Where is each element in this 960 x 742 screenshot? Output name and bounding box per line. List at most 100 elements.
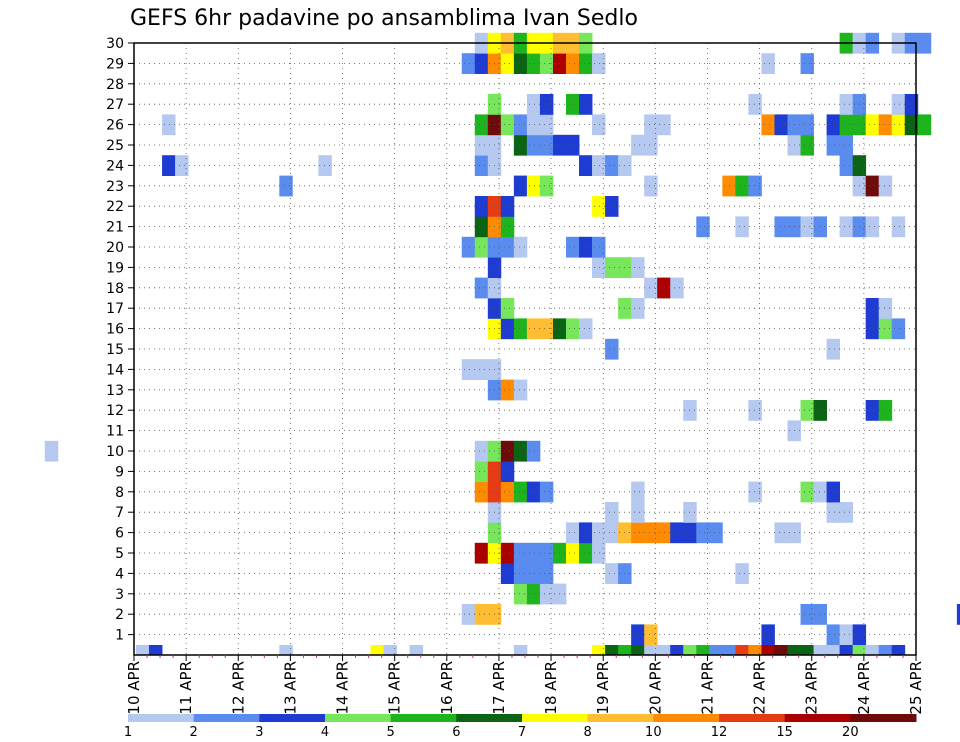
heatmap-cell	[513, 236, 528, 258]
heatmap-cell	[513, 53, 528, 74]
heatmap-cell-bottom	[279, 645, 293, 655]
y-tick-label: 5	[115, 546, 124, 562]
y-tick-label: 4	[115, 566, 124, 582]
colorbar-swatch	[456, 714, 523, 722]
heatmap-cell	[526, 53, 541, 74]
heatmap-cell	[865, 114, 880, 136]
heatmap-cell-bottom	[852, 645, 867, 655]
heatmap-cell	[800, 134, 814, 156]
heatmap-cell	[539, 114, 554, 136]
heatmap-cell	[605, 563, 619, 584]
heatmap-cell	[813, 604, 827, 625]
heatmap-cell	[878, 400, 893, 421]
heatmap-cell	[513, 175, 528, 197]
heatmap-cell-bottom	[748, 645, 762, 655]
heatmap-cell	[631, 502, 645, 523]
colorbar-swatch	[784, 714, 851, 722]
heatmap-cell-bottom	[370, 645, 384, 655]
heatmap-cell	[461, 359, 476, 380]
heatmap-cell-bottom	[631, 645, 645, 655]
heatmap-cell	[631, 624, 645, 646]
colorbar-swatch	[587, 714, 654, 722]
heatmap-cell-bottom	[383, 645, 397, 655]
heatmap-cell	[513, 114, 528, 136]
heatmap-cell	[279, 175, 293, 197]
colorbar: 1 2 3 4 5 6 7 8 10 12 15 20	[124, 714, 917, 740]
y-tick-label: 9	[115, 464, 124, 480]
colorbar-label: 12	[711, 725, 728, 740]
heatmap-cell	[500, 318, 515, 340]
heatmap-cell	[839, 114, 854, 136]
colorbar-label: 6	[452, 725, 460, 740]
x-tick-label: 13 APR	[281, 661, 299, 715]
y-tick-label: 16	[106, 322, 124, 338]
y-tick-label: 1	[115, 628, 124, 644]
heatmap-cell	[631, 298, 645, 319]
y-tick-label: 28	[106, 77, 124, 93]
heatmap-cell	[539, 583, 554, 605]
heatmap-cell	[631, 522, 645, 544]
heatmap-cell	[162, 155, 176, 176]
heatmap-cell	[865, 318, 880, 340]
heatmap-cell	[500, 298, 515, 319]
heatmap-cell	[774, 114, 788, 136]
heatmap-cell	[826, 134, 841, 156]
heatmap-cell	[474, 359, 489, 380]
y-tick-label: 14	[106, 362, 124, 378]
heatmap-cell	[513, 134, 528, 156]
y-tick-label: 21	[106, 220, 124, 236]
heatmap-cell	[592, 155, 606, 176]
heatmap-cell	[878, 175, 893, 197]
heatmap-cell	[800, 216, 814, 238]
heatmap-cell	[917, 114, 932, 136]
heatmap-cell	[904, 114, 919, 136]
heatmap-cell	[579, 236, 593, 258]
heatmap-cell	[592, 522, 606, 544]
heatmap-cell	[904, 94, 919, 115]
colorbar-swatch	[850, 714, 917, 722]
x-tick-label: 24 APR	[855, 661, 873, 715]
x-tick-label: 22 APR	[751, 661, 769, 715]
heatmap-cell	[539, 53, 554, 74]
colorbar-swatch	[193, 714, 260, 722]
heatmap-cell	[774, 216, 788, 238]
heatmap-cell	[579, 94, 593, 115]
heatmap-cell	[539, 542, 554, 564]
heatmap-cell	[735, 563, 749, 584]
heatmap-cell	[592, 196, 606, 217]
heatmap-cell	[579, 318, 593, 340]
grid-layer	[134, 42, 916, 655]
heatmap-cell	[696, 216, 710, 238]
heatmap-cell-bottom	[136, 645, 150, 655]
heatmap-cell	[474, 155, 489, 176]
heatmap-cell	[839, 134, 854, 156]
y-axis: 1234567891011121314151617181920212223242…	[106, 36, 917, 661]
heatmap-cell	[631, 257, 645, 278]
heatmap-cell	[500, 481, 515, 503]
heatmap-cell	[592, 114, 606, 136]
heatmap-cell	[878, 318, 893, 340]
heatmap-cell	[644, 624, 658, 646]
heatmap-cell	[657, 522, 671, 544]
heatmap-cell	[826, 114, 841, 136]
heatmap-cell	[500, 379, 515, 401]
heatmap-cell	[513, 563, 528, 584]
heatmap-cell	[579, 542, 593, 564]
colorbar-label: 8	[584, 725, 592, 740]
y-tick-label: 3	[115, 587, 124, 603]
heatmap-cell-bottom	[605, 645, 619, 655]
heatmap-cell	[474, 604, 489, 625]
heatmap-cell	[813, 400, 827, 421]
heatmap-cell-bottom	[891, 645, 906, 655]
colorbar-swatch	[128, 714, 195, 722]
heatmap-cell	[865, 216, 880, 238]
y-tick-label: 25	[106, 138, 124, 154]
heatmap-cell	[735, 216, 749, 238]
heatmap-cell	[474, 196, 489, 217]
heatmap-cell	[500, 53, 515, 74]
heatmap-cell	[709, 522, 723, 544]
heatmap-cell	[657, 277, 671, 299]
y-tick-label: 7	[115, 505, 124, 521]
heatmap-cell-bottom	[735, 645, 749, 655]
